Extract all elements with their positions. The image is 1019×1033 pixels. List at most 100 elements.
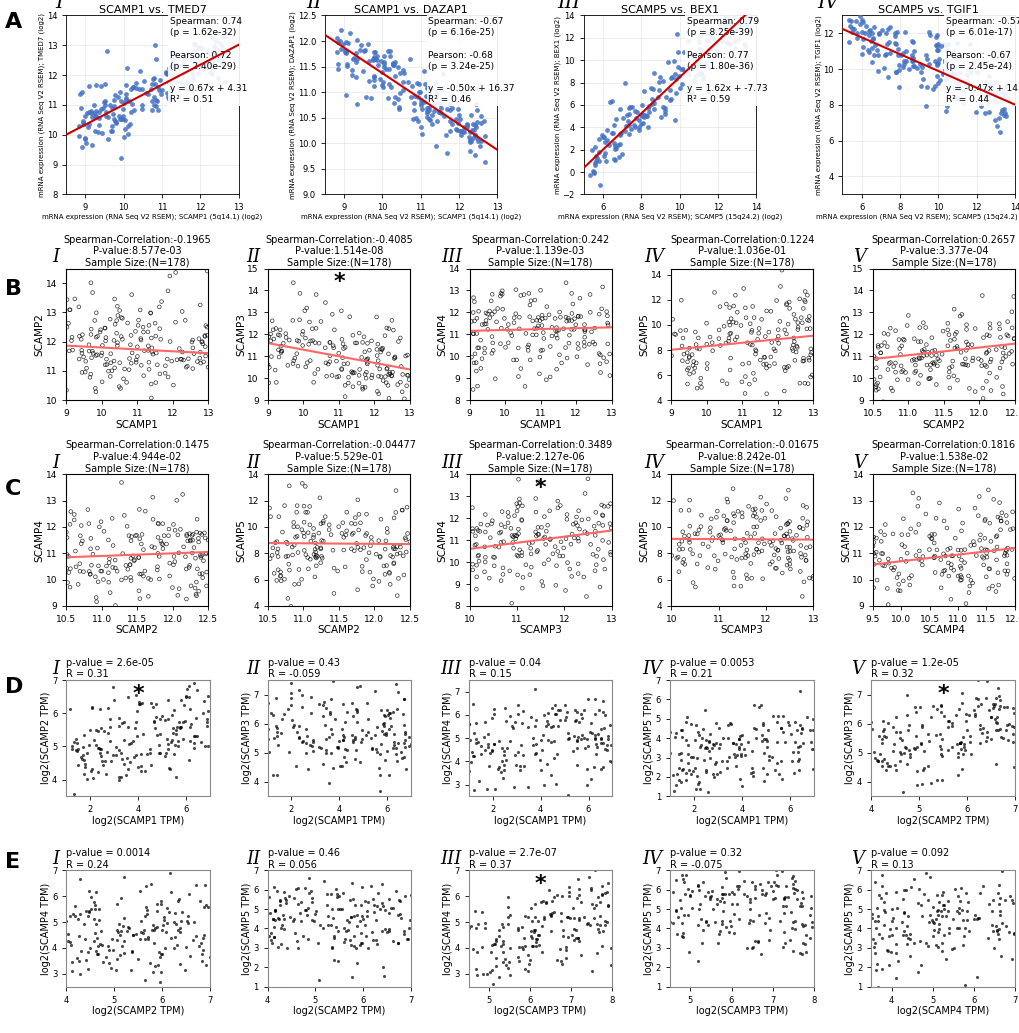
Point (984, 697, 1001, 714)
Point (952, 567, 968, 584)
Point (579, 915, 595, 932)
Point (685, 762, 701, 779)
Point (214, 37, 230, 54)
Point (1001, 345, 1017, 362)
Point (88, 347, 104, 364)
Point (993, 914, 1009, 931)
Point (744, 337, 760, 353)
Point (261, 328, 277, 345)
Point (953, 685, 969, 701)
Point (895, 59, 911, 75)
Point (172, 521, 189, 537)
Point (963, 352, 979, 369)
Point (994, 729, 1010, 746)
Point (863, 25, 879, 41)
Point (897, 43, 913, 60)
Point (721, 317, 738, 334)
Point (342, 937, 359, 953)
Point (784, 342, 800, 358)
Point (986, 714, 1003, 730)
Point (340, 369, 357, 385)
Point (988, 926, 1005, 942)
Point (927, 68, 944, 85)
Point (681, 944, 697, 961)
Point (380, 346, 396, 363)
Point (369, 744, 385, 760)
Point (731, 741, 747, 757)
Point (803, 913, 819, 930)
Point (280, 744, 297, 760)
Point (365, 51, 381, 67)
Point (590, 924, 606, 940)
Point (196, 899, 212, 915)
Point (912, 553, 928, 569)
Point (954, 728, 970, 745)
Point (690, 901, 706, 917)
Point (516, 961, 532, 977)
Point (680, 527, 696, 543)
Point (659, 54, 676, 70)
Point (388, 701, 405, 718)
Point (372, 549, 388, 565)
Point (875, 902, 892, 918)
Point (985, 112, 1002, 128)
Point (551, 941, 568, 958)
Point (279, 666, 296, 683)
Point (720, 912, 737, 929)
Point (875, 917, 892, 934)
Point (708, 3, 725, 20)
Point (782, 561, 798, 577)
Point (705, 31, 721, 48)
Point (513, 715, 529, 731)
Point (788, 890, 804, 907)
Point (132, 332, 149, 348)
Point (699, 783, 715, 800)
Point (744, 501, 760, 518)
Point (687, 717, 703, 733)
Point (792, 716, 808, 732)
Point (420, 99, 436, 116)
Point (1003, 304, 1019, 320)
Point (163, 734, 179, 751)
Point (890, 48, 906, 64)
Point (274, 906, 290, 922)
Point (736, 13, 752, 30)
Point (720, 314, 737, 331)
Point (666, 729, 683, 746)
Point (361, 73, 377, 90)
Point (877, 25, 894, 41)
Point (970, 489, 986, 505)
Point (397, 543, 414, 560)
Point (868, 752, 884, 769)
Point (384, 364, 400, 380)
Point (769, 542, 786, 559)
Point (525, 938, 541, 954)
Point (175, 538, 192, 555)
Point (686, 67, 702, 84)
Point (728, 735, 744, 752)
Point (990, 495, 1007, 511)
Title: SCAMP1 vs. TMED7: SCAMP1 vs. TMED7 (99, 5, 206, 14)
Point (928, 700, 945, 717)
Point (547, 326, 564, 343)
Point (935, 37, 952, 54)
Point (194, 945, 210, 962)
Point (290, 730, 307, 747)
Point (765, 873, 782, 889)
Point (127, 714, 144, 730)
Point (968, 911, 984, 928)
Point (283, 539, 300, 556)
Point (111, 354, 127, 371)
Point (483, 937, 499, 953)
Point (198, 60, 214, 76)
Point (465, 130, 481, 147)
Text: *: * (936, 684, 948, 703)
Point (611, 136, 628, 153)
Point (978, 549, 995, 565)
Point (419, 80, 435, 96)
Point (936, 71, 953, 88)
Point (776, 898, 793, 914)
Point (722, 22, 739, 38)
Point (120, 117, 137, 133)
Point (307, 568, 323, 585)
